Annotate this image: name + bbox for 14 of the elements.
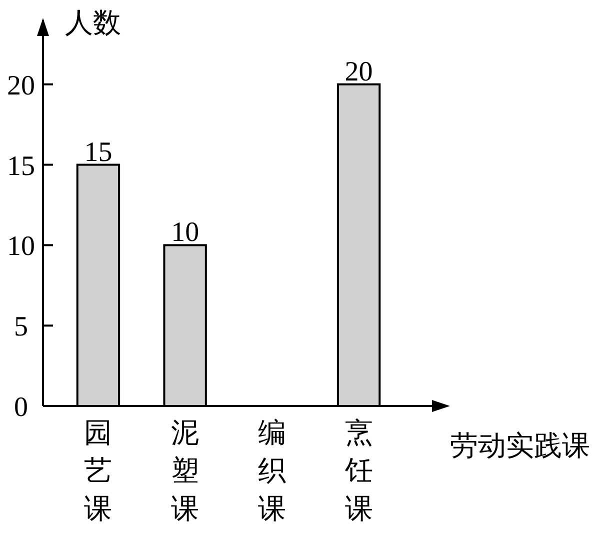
- data-label: 15: [84, 136, 112, 168]
- x-tick-label: 烹饪课: [344, 418, 373, 525]
- y-tick-label: 5: [14, 312, 28, 343]
- data-label: 10: [171, 217, 200, 248]
- data-label: 20: [344, 56, 373, 88]
- y-tick-label: 10: [7, 231, 35, 262]
- y-tick-label: 0: [14, 392, 28, 423]
- x-axis-title: 劳动实践课: [450, 431, 590, 462]
- y-tick-label: 20: [7, 70, 35, 102]
- x-tick-label: 泥塑课: [171, 418, 200, 525]
- y-tick-label: 15: [7, 150, 35, 182]
- x-tick-label: 编织课: [258, 418, 286, 525]
- x-tick-label: 园艺课: [84, 418, 112, 525]
- y-axis-title: 人数: [65, 8, 121, 39]
